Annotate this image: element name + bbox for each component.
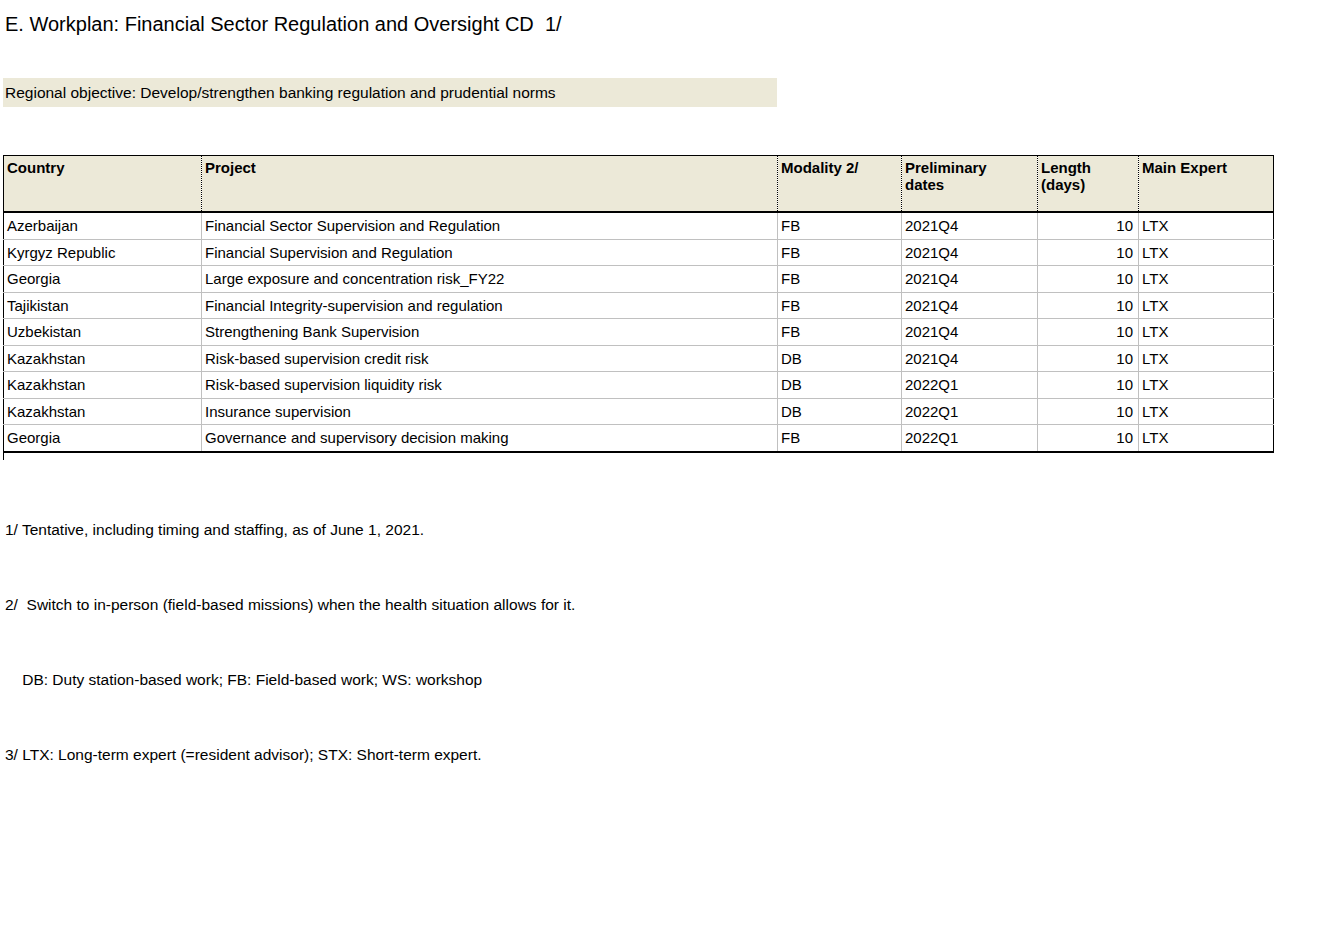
cell-length: 10 (1038, 345, 1139, 372)
table-row: Uzbekistan Strengthening Bank Supervisio… (4, 319, 1274, 346)
cell-country: Kazakhstan (4, 398, 202, 425)
cell-length: 10 (1038, 372, 1139, 399)
cell-country: Kazakhstan (4, 345, 202, 372)
cell-expert: LTX (1139, 239, 1274, 266)
cell-length: 10 (1038, 266, 1139, 293)
footnote-line-2: 2/ Switch to in-person (field-based miss… (5, 592, 575, 617)
cell-expert: LTX (1139, 398, 1274, 425)
page-title: E. Workplan: Financial Sector Regulation… (5, 13, 562, 36)
cell-modality: FB (778, 212, 902, 239)
col-header-country: Country (4, 156, 202, 213)
table-left-border-stub (3, 445, 4, 460)
cell-country: Kyrgyz Republic (4, 239, 202, 266)
cell-length: 10 (1038, 292, 1139, 319)
cell-length: 10 (1038, 212, 1139, 239)
table-row: Tajikistan Financial Integrity-supervisi… (4, 292, 1274, 319)
cell-length: 10 (1038, 398, 1139, 425)
cell-country: Azerbaijan (4, 212, 202, 239)
table-row: Kazakhstan Risk-based supervision credit… (4, 345, 1274, 372)
cell-country: Tajikistan (4, 292, 202, 319)
cell-length: 10 (1038, 425, 1139, 452)
table-row: Azerbaijan Financial Sector Supervision … (4, 212, 1274, 239)
cell-project: Insurance supervision (202, 398, 778, 425)
footnote-line-1: 1/ Tentative, including timing and staff… (5, 517, 575, 542)
cell-dates: 2021Q4 (902, 212, 1038, 239)
cell-length: 10 (1038, 239, 1139, 266)
cell-dates: 2021Q4 (902, 345, 1038, 372)
cell-project: Financial Sector Supervision and Regulat… (202, 212, 778, 239)
table-row: Kyrgyz Republic Financial Supervision an… (4, 239, 1274, 266)
cell-modality: FB (778, 292, 902, 319)
cell-length: 10 (1038, 319, 1139, 346)
cell-dates: 2022Q1 (902, 425, 1038, 452)
cell-expert: LTX (1139, 212, 1274, 239)
cell-expert: LTX (1139, 425, 1274, 452)
cell-modality: FB (778, 266, 902, 293)
cell-project: Risk-based supervision liquidity risk (202, 372, 778, 399)
workplan-table: Country Project Modality 2/ Preliminary … (3, 155, 1274, 453)
table-row: Kazakhstan Insurance supervision DB 2022… (4, 398, 1274, 425)
cell-expert: LTX (1139, 372, 1274, 399)
cell-country: Georgia (4, 266, 202, 293)
cell-project: Financial Integrity-supervision and regu… (202, 292, 778, 319)
cell-expert: LTX (1139, 319, 1274, 346)
cell-modality: DB (778, 345, 902, 372)
col-header-modality: Modality 2/ (778, 156, 902, 213)
cell-project: Governance and supervisory decision maki… (202, 425, 778, 452)
cell-project: Strengthening Bank Supervision (202, 319, 778, 346)
cell-modality: FB (778, 425, 902, 452)
col-header-expert: Main Expert (1139, 156, 1274, 213)
footnote-line-3: DB: Duty station-based work; FB: Field-b… (5, 667, 575, 692)
footnotes: 1/ Tentative, including timing and staff… (5, 467, 575, 817)
cell-project: Financial Supervision and Regulation (202, 239, 778, 266)
cell-country: Georgia (4, 425, 202, 452)
document-page: E. Workplan: Financial Sector Regulation… (0, 0, 1325, 928)
regional-objective-banner: Regional objective: Develop/strengthen b… (3, 78, 777, 107)
cell-modality: DB (778, 398, 902, 425)
cell-dates: 2021Q4 (902, 239, 1038, 266)
cell-modality: FB (778, 319, 902, 346)
cell-dates: 2022Q1 (902, 372, 1038, 399)
col-header-dates: Preliminary dates (902, 156, 1038, 213)
cell-expert: LTX (1139, 266, 1274, 293)
cell-country: Uzbekistan (4, 319, 202, 346)
cell-modality: DB (778, 372, 902, 399)
table-header-row: Country Project Modality 2/ Preliminary … (4, 156, 1274, 213)
cell-dates: 2021Q4 (902, 266, 1038, 293)
table-row: Kazakhstan Risk-based supervision liquid… (4, 372, 1274, 399)
cell-dates: 2021Q4 (902, 292, 1038, 319)
footnote-line-4: 3/ LTX: Long-term expert (=resident advi… (5, 742, 575, 767)
col-header-length: Length (days) (1038, 156, 1139, 213)
cell-country: Kazakhstan (4, 372, 202, 399)
cell-dates: 2021Q4 (902, 319, 1038, 346)
cell-expert: LTX (1139, 292, 1274, 319)
table-row: Georgia Large exposure and concentration… (4, 266, 1274, 293)
col-header-project: Project (202, 156, 778, 213)
table-row: Georgia Governance and supervisory decis… (4, 425, 1274, 452)
cell-dates: 2022Q1 (902, 398, 1038, 425)
cell-project: Risk-based supervision credit risk (202, 345, 778, 372)
cell-modality: FB (778, 239, 902, 266)
cell-project: Large exposure and concentration risk_FY… (202, 266, 778, 293)
cell-expert: LTX (1139, 345, 1274, 372)
